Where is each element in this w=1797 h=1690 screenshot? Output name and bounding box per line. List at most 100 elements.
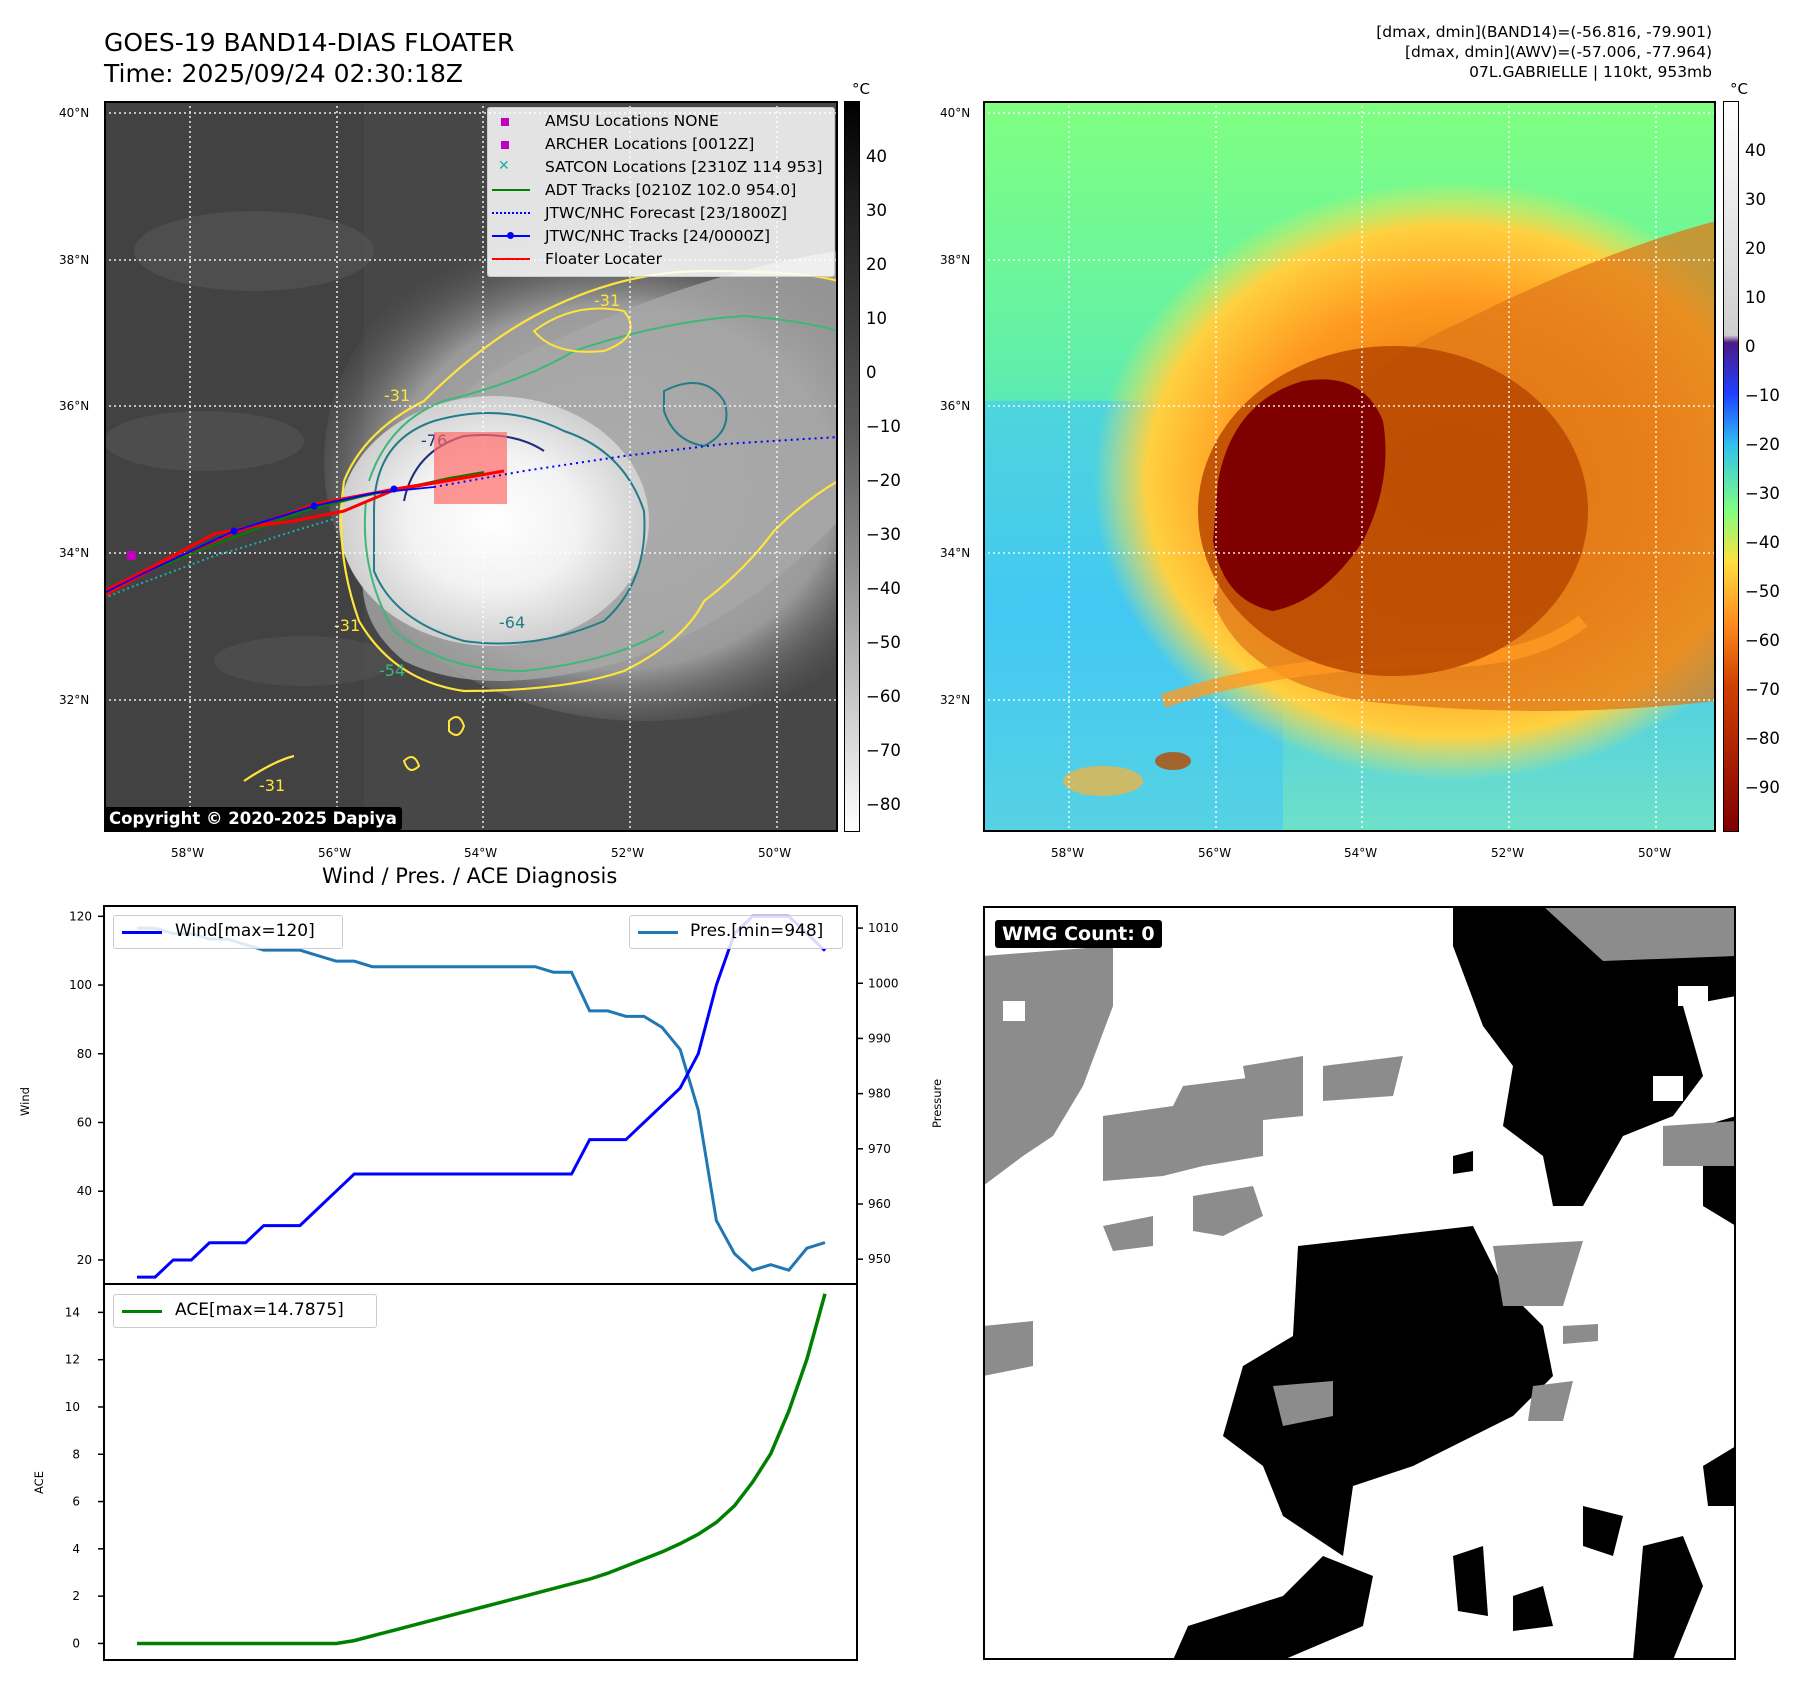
lon-label-54-left: 54°W xyxy=(464,846,498,860)
left-cb-tick-0: 0 xyxy=(866,363,877,382)
pressure-tick-label: 960 xyxy=(868,1197,891,1211)
legend-amsu: AMSU Locations NONE xyxy=(545,112,719,130)
right-cb-tick-0: 0 xyxy=(1745,337,1756,356)
awv-map-image xyxy=(983,101,1797,832)
legend-forecast: JTWC/NHC Forecast [23/1800Z] xyxy=(545,204,788,222)
right-cb-tick-m50: −50 xyxy=(1745,582,1780,601)
wind-tick-label: 100 xyxy=(69,978,92,992)
left-colorbar xyxy=(844,101,860,832)
lat-label-34-right: 34°N xyxy=(940,546,971,560)
ace-chart: 14 12 10 8 6 4 2 0 xyxy=(65,1293,827,1650)
info-line-1: [dmax, dmin](BAND14)=(-56.816, -79.901) xyxy=(1376,23,1712,41)
left-cb-tick-m10: −10 xyxy=(866,417,901,436)
right-cb-tick-m30: −30 xyxy=(1745,484,1780,503)
ace-tick-label: 14 xyxy=(65,1305,80,1319)
legend-adt: ADT Tracks [0210Z 102.0 954.0] xyxy=(545,181,797,199)
satcon-legend-icon: ✕ xyxy=(498,158,510,174)
left-cb-tick-30: 30 xyxy=(866,201,887,220)
pressure-tick-label: 1000 xyxy=(868,976,899,990)
lat-label-40-left: 40°N xyxy=(59,106,90,120)
contour-label-2: -64 xyxy=(499,613,525,632)
contour-label-1: -31 xyxy=(384,386,410,405)
ace-tick-label: 2 xyxy=(72,1589,80,1603)
wind-tick-label: 60 xyxy=(77,1115,92,1129)
pressure-series-line xyxy=(137,926,826,1272)
right-colorbar xyxy=(1723,101,1739,832)
pressure-tick-label: 990 xyxy=(868,1031,891,1045)
info-line-2: [dmax, dmin](AWV)=(-57.006, -77.964) xyxy=(1405,43,1712,61)
lon-label-56-left: 56°W xyxy=(318,846,352,860)
right-cb-tick-m20: −20 xyxy=(1745,435,1780,454)
legend-floater: Floater Locater xyxy=(545,250,662,268)
amsu-legend-icon xyxy=(498,115,512,129)
ace-tick-label: 12 xyxy=(65,1353,80,1367)
wind-tick-label: 120 xyxy=(69,909,92,923)
left-cb-tick-40: 40 xyxy=(866,147,887,166)
ace-tick-label: 6 xyxy=(72,1495,80,1509)
pressure-tick-label: 950 xyxy=(868,1252,891,1266)
lat-label-36-left: 36°N xyxy=(59,399,90,413)
floater-legend-icon xyxy=(492,258,530,260)
main-title: GOES-19 BAND14-DIAS FLOATER Time: 2025/0… xyxy=(104,27,514,89)
lon-label-58-left: 58°W xyxy=(171,846,205,860)
wind-tick-label: 40 xyxy=(77,1184,92,1198)
lat-label-38-right: 38°N xyxy=(940,253,971,267)
left-cb-tick-10: 10 xyxy=(866,309,887,328)
right-cb-tick-m40: −40 xyxy=(1745,533,1780,552)
wind-legend-line xyxy=(122,931,162,934)
lon-label-54-right: 54°W xyxy=(1344,846,1378,860)
legend-archer: ARCHER Locations [0012Z] xyxy=(545,135,755,153)
wmg-image xyxy=(983,906,1736,1660)
right-cb-tick-20: 20 xyxy=(1745,239,1766,258)
ace-tick-label: 10 xyxy=(65,1400,80,1414)
lon-label-56-right: 56°W xyxy=(1198,846,1232,860)
title-line-1: GOES-19 BAND14-DIAS FLOATER xyxy=(104,28,515,57)
ace-chart-frame xyxy=(103,1283,858,1661)
wmg-panel: WMG Count: 0 xyxy=(983,906,1736,1660)
left-cb-tick-20: 20 xyxy=(866,255,887,274)
left-cb-tick-m60: −60 xyxy=(866,687,901,706)
contour-label-5: -31 xyxy=(334,616,360,635)
pressure-tick-label: 970 xyxy=(868,1142,891,1156)
ace-legend-label: ACE[max=14.7875] xyxy=(175,1300,344,1320)
wind-chart-frame xyxy=(103,905,858,1285)
ace-series-line xyxy=(137,1293,827,1646)
left-colorbar-unit: °C xyxy=(852,80,870,98)
pressure-tick-label: 980 xyxy=(868,1087,891,1101)
map-legend: AMSU Locations NONE ARCHER Locations [00… xyxy=(487,107,835,277)
right-cb-tick-m80: −80 xyxy=(1745,729,1780,748)
wind-legend: Wind[max=120] xyxy=(113,915,343,949)
contour-label-4: -31 xyxy=(594,291,620,310)
right-cb-tick-40: 40 xyxy=(1745,141,1766,160)
ace-legend: ACE[max=14.7875] xyxy=(113,1294,377,1328)
lon-label-58-right: 58°W xyxy=(1051,846,1085,860)
ir-map-frame xyxy=(104,101,838,832)
title-line-2: Time: 2025/09/24 02:30:18Z xyxy=(104,59,463,88)
contour-label-7: -31 xyxy=(259,776,285,795)
left-cb-tick-m70: −70 xyxy=(866,741,901,760)
lat-label-36-right: 36°N xyxy=(940,399,971,413)
tracks-legend-icon xyxy=(492,232,530,239)
pressure-legend: Pres.[min=948] xyxy=(629,915,843,949)
lon-label-52-left: 52°W xyxy=(611,846,645,860)
left-cb-tick-m40: −40 xyxy=(866,579,901,598)
wind-tick-label: 80 xyxy=(77,1047,92,1061)
right-cb-tick-m60: −60 xyxy=(1745,631,1780,650)
right-cb-tick-10: 10 xyxy=(1745,288,1766,307)
storm-info: [dmax, dmin](BAND14)=(-56.816, -79.901) … xyxy=(1376,22,1712,82)
legend-satcon: SATCON Locations [2310Z 114 953] xyxy=(545,158,823,176)
right-cb-tick-m70: −70 xyxy=(1745,680,1780,699)
wmg-frame xyxy=(983,906,1736,1660)
adt-legend-icon xyxy=(492,189,530,191)
lat-label-38-left: 38°N xyxy=(59,253,90,267)
lat-label-32-right: 32°N xyxy=(940,693,971,707)
ir-map-panel: -31 -64 -76 -31 -31 -54 -31 xyxy=(103,101,964,832)
ace-tick-label: 8 xyxy=(72,1447,80,1461)
lon-label-50-right: 50°W xyxy=(1638,846,1672,860)
lat-label-32-left: 32°N xyxy=(59,693,90,707)
wmg-count-badge: WMG Count: 0 xyxy=(995,920,1162,948)
awv-map-panel xyxy=(983,101,1797,832)
lat-label-40-right: 40°N xyxy=(940,106,971,120)
ace-legend-line xyxy=(122,1310,162,1313)
contour-label-6: -54 xyxy=(379,661,405,680)
